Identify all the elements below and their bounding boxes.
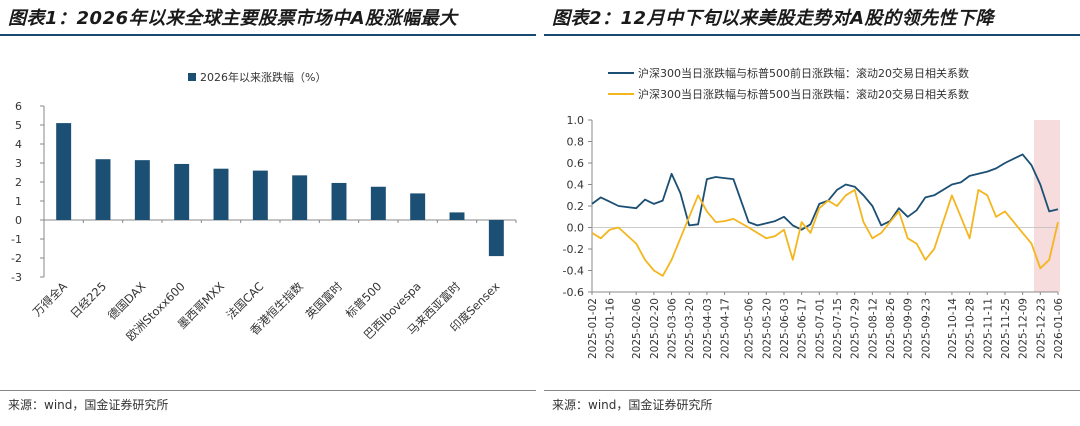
title-divider	[544, 34, 1080, 36]
y-tick-label: 5	[15, 119, 22, 132]
bar	[213, 168, 229, 220]
legend-swatch	[188, 73, 196, 81]
bar	[292, 175, 308, 220]
y-tick-label: 1.0	[567, 114, 585, 127]
x-tick-label: 2025-12-09	[1018, 298, 1030, 359]
y-tick-label: 4	[15, 138, 22, 151]
y-tick-label: 0.2	[567, 200, 585, 213]
source-note: 来源：wind，国金证券研究所	[8, 398, 169, 412]
x-tick-label: 2025-02-06	[631, 298, 643, 359]
bar	[331, 182, 347, 220]
y-tick-label: -1	[11, 233, 22, 246]
x-tick-label: 2025-11-25	[1000, 298, 1012, 359]
series-line	[591, 188, 1059, 277]
x-tick-label: 万得全A	[30, 279, 70, 319]
y-tick-label: -3	[11, 271, 22, 284]
left-panel: 图表1：2026年以来全球主要股票市场中A股涨幅最大 2026年以来涨跌幅（%）…	[0, 0, 536, 422]
x-tick-label: 2025-05-20	[761, 298, 773, 359]
chart-title: 图表1：2026年以来全球主要股票市场中A股涨幅最大	[8, 8, 458, 29]
legend-label: 沪深300当日涨跌幅与标普500当日涨跌幅：滚动20交易日相关系数	[638, 87, 969, 101]
x-tick-label: 2025-07-01	[814, 298, 826, 359]
y-tick-label: -0.2	[563, 243, 584, 256]
x-tick-label: 2025-05-06	[744, 298, 756, 359]
y-tick-label: -0.4	[563, 265, 584, 278]
x-tick-label: 2025-09-09	[903, 298, 915, 359]
source-note: 来源：wind，国金证券研究所	[552, 398, 713, 412]
x-tick-label: 2025-01-02	[587, 298, 599, 359]
y-tick-label: 0.8	[567, 136, 585, 149]
x-tick-label: 日经225	[67, 279, 109, 321]
x-tick-label: 2025-03-06	[667, 298, 679, 359]
line-chart: 沪深300当日涨跌幅与标普500前日涨跌幅：滚动20交易日相关系数沪深300当日…	[563, 66, 1065, 359]
y-tick-label: 2	[15, 176, 22, 189]
source-divider	[0, 390, 536, 391]
y-tick-label: -2	[11, 252, 22, 265]
y-tick-label: -0.6	[563, 286, 584, 299]
chart-title: 图表2：12月中下旬以来美股走势对A股的领先性下降	[552, 8, 995, 29]
y-tick-label: 6	[15, 100, 22, 113]
x-tick-label: 2025-06-03	[779, 298, 791, 359]
bar	[488, 220, 504, 257]
bar	[449, 212, 465, 220]
legend-label: 2026年以来涨跌幅（%）	[200, 70, 326, 84]
x-tick-label: 英国富时	[303, 279, 346, 322]
series-line	[591, 153, 1059, 231]
bar	[95, 159, 111, 220]
title-divider	[0, 34, 536, 36]
x-tick-label: 2025-07-29	[850, 298, 862, 359]
x-tick-label: 2025-11-11	[982, 298, 994, 359]
x-tick-label: 2025-01-16	[605, 298, 617, 359]
x-tick-label: 2025-08-12	[867, 298, 879, 359]
right-panel: 图表2：12月中下旬以来美股走势对A股的领先性下降 沪深300当日涨跌幅与标普5…	[544, 0, 1080, 422]
bar	[56, 123, 72, 220]
bar	[174, 163, 190, 220]
x-tick-label: 2025-09-23	[920, 298, 932, 359]
x-tick-label: 2025-04-17	[720, 298, 732, 359]
y-tick-label: 0.6	[567, 157, 585, 170]
legend-label: 沪深300当日涨跌幅与标普500前日涨跌幅：滚动20交易日相关系数	[638, 66, 969, 80]
x-tick-label: 2025-07-15	[832, 298, 844, 359]
bar	[410, 193, 426, 220]
x-tick-label: 2025-08-26	[885, 298, 897, 359]
x-tick-label: 2025-04-03	[702, 298, 714, 359]
x-tick-label: 2025-10-28	[965, 298, 977, 359]
bar-chart: 2026年以来涨跌幅（%）-3-2-10123456万得全A日经225德国DAX…	[11, 70, 517, 344]
x-tick-label: 2026-01-06	[1053, 298, 1065, 359]
bar	[134, 160, 150, 220]
x-tick-label: 2025-12-23	[1035, 298, 1047, 359]
y-tick-label: 0	[15, 214, 22, 227]
source-divider	[544, 390, 1080, 391]
x-tick-label: 2025-10-14	[947, 298, 959, 359]
x-tick-label: 2025-02-20	[649, 298, 661, 359]
y-tick-label: 1	[15, 195, 22, 208]
bar	[252, 170, 268, 220]
y-tick-label: 0.0	[567, 222, 585, 235]
x-tick-label: 2025-06-17	[797, 298, 809, 359]
x-tick-label: 2025-03-20	[684, 298, 696, 359]
y-tick-label: 0.4	[567, 179, 585, 192]
y-tick-label: 3	[15, 157, 22, 170]
bar	[370, 186, 386, 220]
